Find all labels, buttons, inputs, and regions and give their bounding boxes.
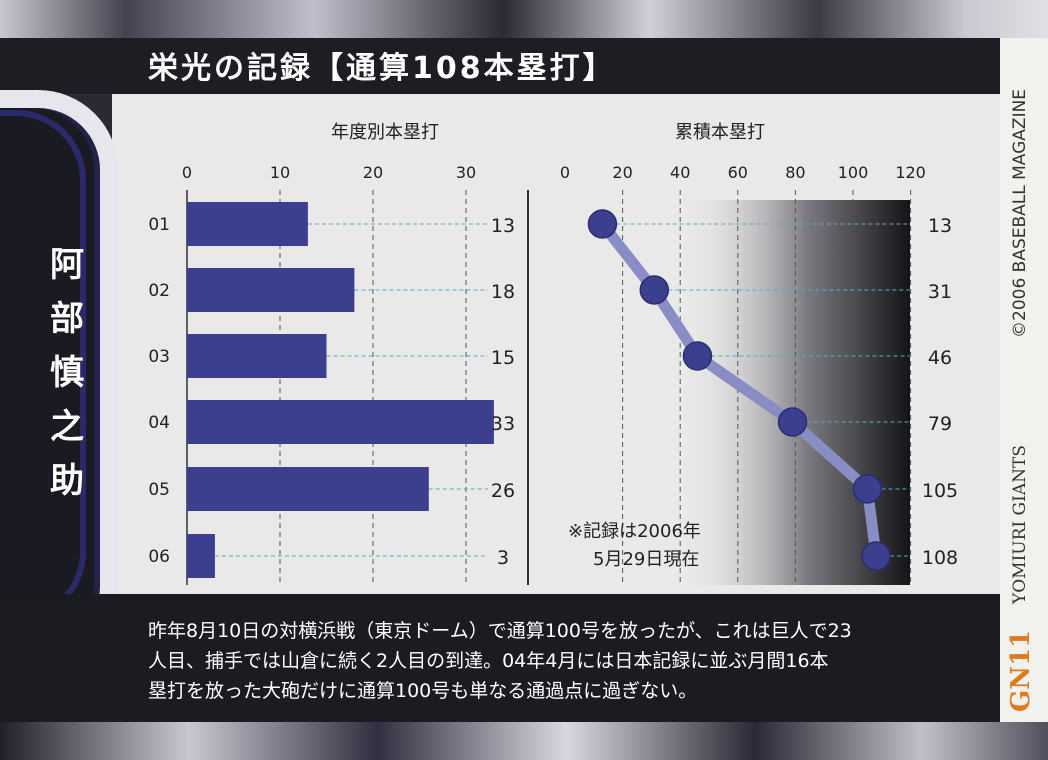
line-point [852,474,883,504]
line-point [587,209,618,239]
line-value-label: 79 [928,413,952,435]
line-point [682,341,713,371]
line-x-tick-label: 120 [895,163,926,182]
record-note-line1: ※記録は2006年 [568,521,701,542]
line-value-label: 105 [922,480,958,502]
description-line: 昨年8月10日の対横浜戦（東京ドーム）で通算100号を放ったが、これは巨人で23 [148,620,852,642]
player-name-char: 阿 [50,245,84,285]
description-line: 人目、捕手では山倉に続く2人目の到達。04年4月には日本記録に並ぶ月間16本 [148,650,829,672]
line-point [777,407,808,437]
line-x-tick-label: 100 [838,163,869,182]
card-title: 栄光の記録【通算108本塁打】 [148,51,616,86]
bar-chart-title: 年度別本塁打 [331,122,439,143]
player-name-char: 之 [50,407,84,447]
bar-category-label: 06 [148,547,170,567]
description-footer [0,594,1000,722]
bar-value-label: 3 [497,547,509,569]
bar-category-label: 02 [148,281,170,301]
bar-value-label: 26 [491,480,515,502]
bar [187,202,308,246]
team-text: YOMIURI GIANTS [1010,445,1030,604]
line-value-label: 13 [928,215,952,237]
description-text: 昨年8月10日の対横浜戦（東京ドーム）で通算100号を放ったが、これは巨人で23… [148,616,948,706]
right-sidebar [1000,38,1048,722]
bar [187,400,494,444]
player-name-char: 部 [50,299,84,339]
bar-x-tick-label: 20 [363,163,383,182]
bar-value-label: 18 [491,281,515,303]
bar [187,334,327,378]
line-value-label: 31 [928,281,952,303]
line-x-tick-label: 20 [612,163,632,182]
bar [187,534,215,578]
bottom-metallic-band [0,722,1048,760]
line-value-label: 46 [928,347,952,369]
copyright-text: ©2006 BASEBALL MAGAZINE [1010,88,1030,338]
line-chart-title: 累積本塁打 [675,122,765,143]
sidebar-text: ©2006 BASEBALL MAGAZINE YOMIURI GIANTS G… [1006,48,1046,712]
top-metallic-band [0,0,1048,38]
line-value-label: 108 [922,547,958,569]
player-name: 阿 部 慎 之 助 [44,238,90,508]
description-line: 塁打を放った大砲だけに通算100号も単なる通過点に過ぎない。 [148,680,698,702]
record-note-line2: 5月29日現在 [593,549,699,570]
title-bar [0,38,1000,94]
bar [187,268,355,312]
bar-category-label: 05 [148,480,170,500]
bar [187,467,429,511]
line-point [639,275,670,305]
line-x-tick-label: 80 [785,163,805,182]
bar-value-label: 13 [491,215,515,237]
line-x-tick-label: 40 [670,163,690,182]
player-name-char: 助 [50,461,84,501]
bar-value-label: 33 [491,413,515,435]
line-x-tick-label: 0 [560,163,570,182]
bar-chart: 0 10 20 30 01 13 02 18 03 15 04 33 05 26 06 3 [148,163,515,585]
bar-x-tick-label: 10 [270,163,290,182]
bar-x-tick-label: 0 [182,163,192,182]
player-name-char: 慎 [50,353,84,393]
bar-category-label: 04 [148,413,170,433]
bar-x-tick-label: 30 [456,163,476,182]
bar-category-label: 03 [148,347,170,367]
line-chart: 0 20 40 60 80 100 120 13 31 46 79 105 108 [560,163,958,585]
line-point [861,541,891,571]
bar-value-label: 15 [491,347,515,369]
card-code: GN11 [1006,629,1036,712]
line-x-tick-label: 60 [728,163,748,182]
bar-category-label: 01 [148,215,170,235]
